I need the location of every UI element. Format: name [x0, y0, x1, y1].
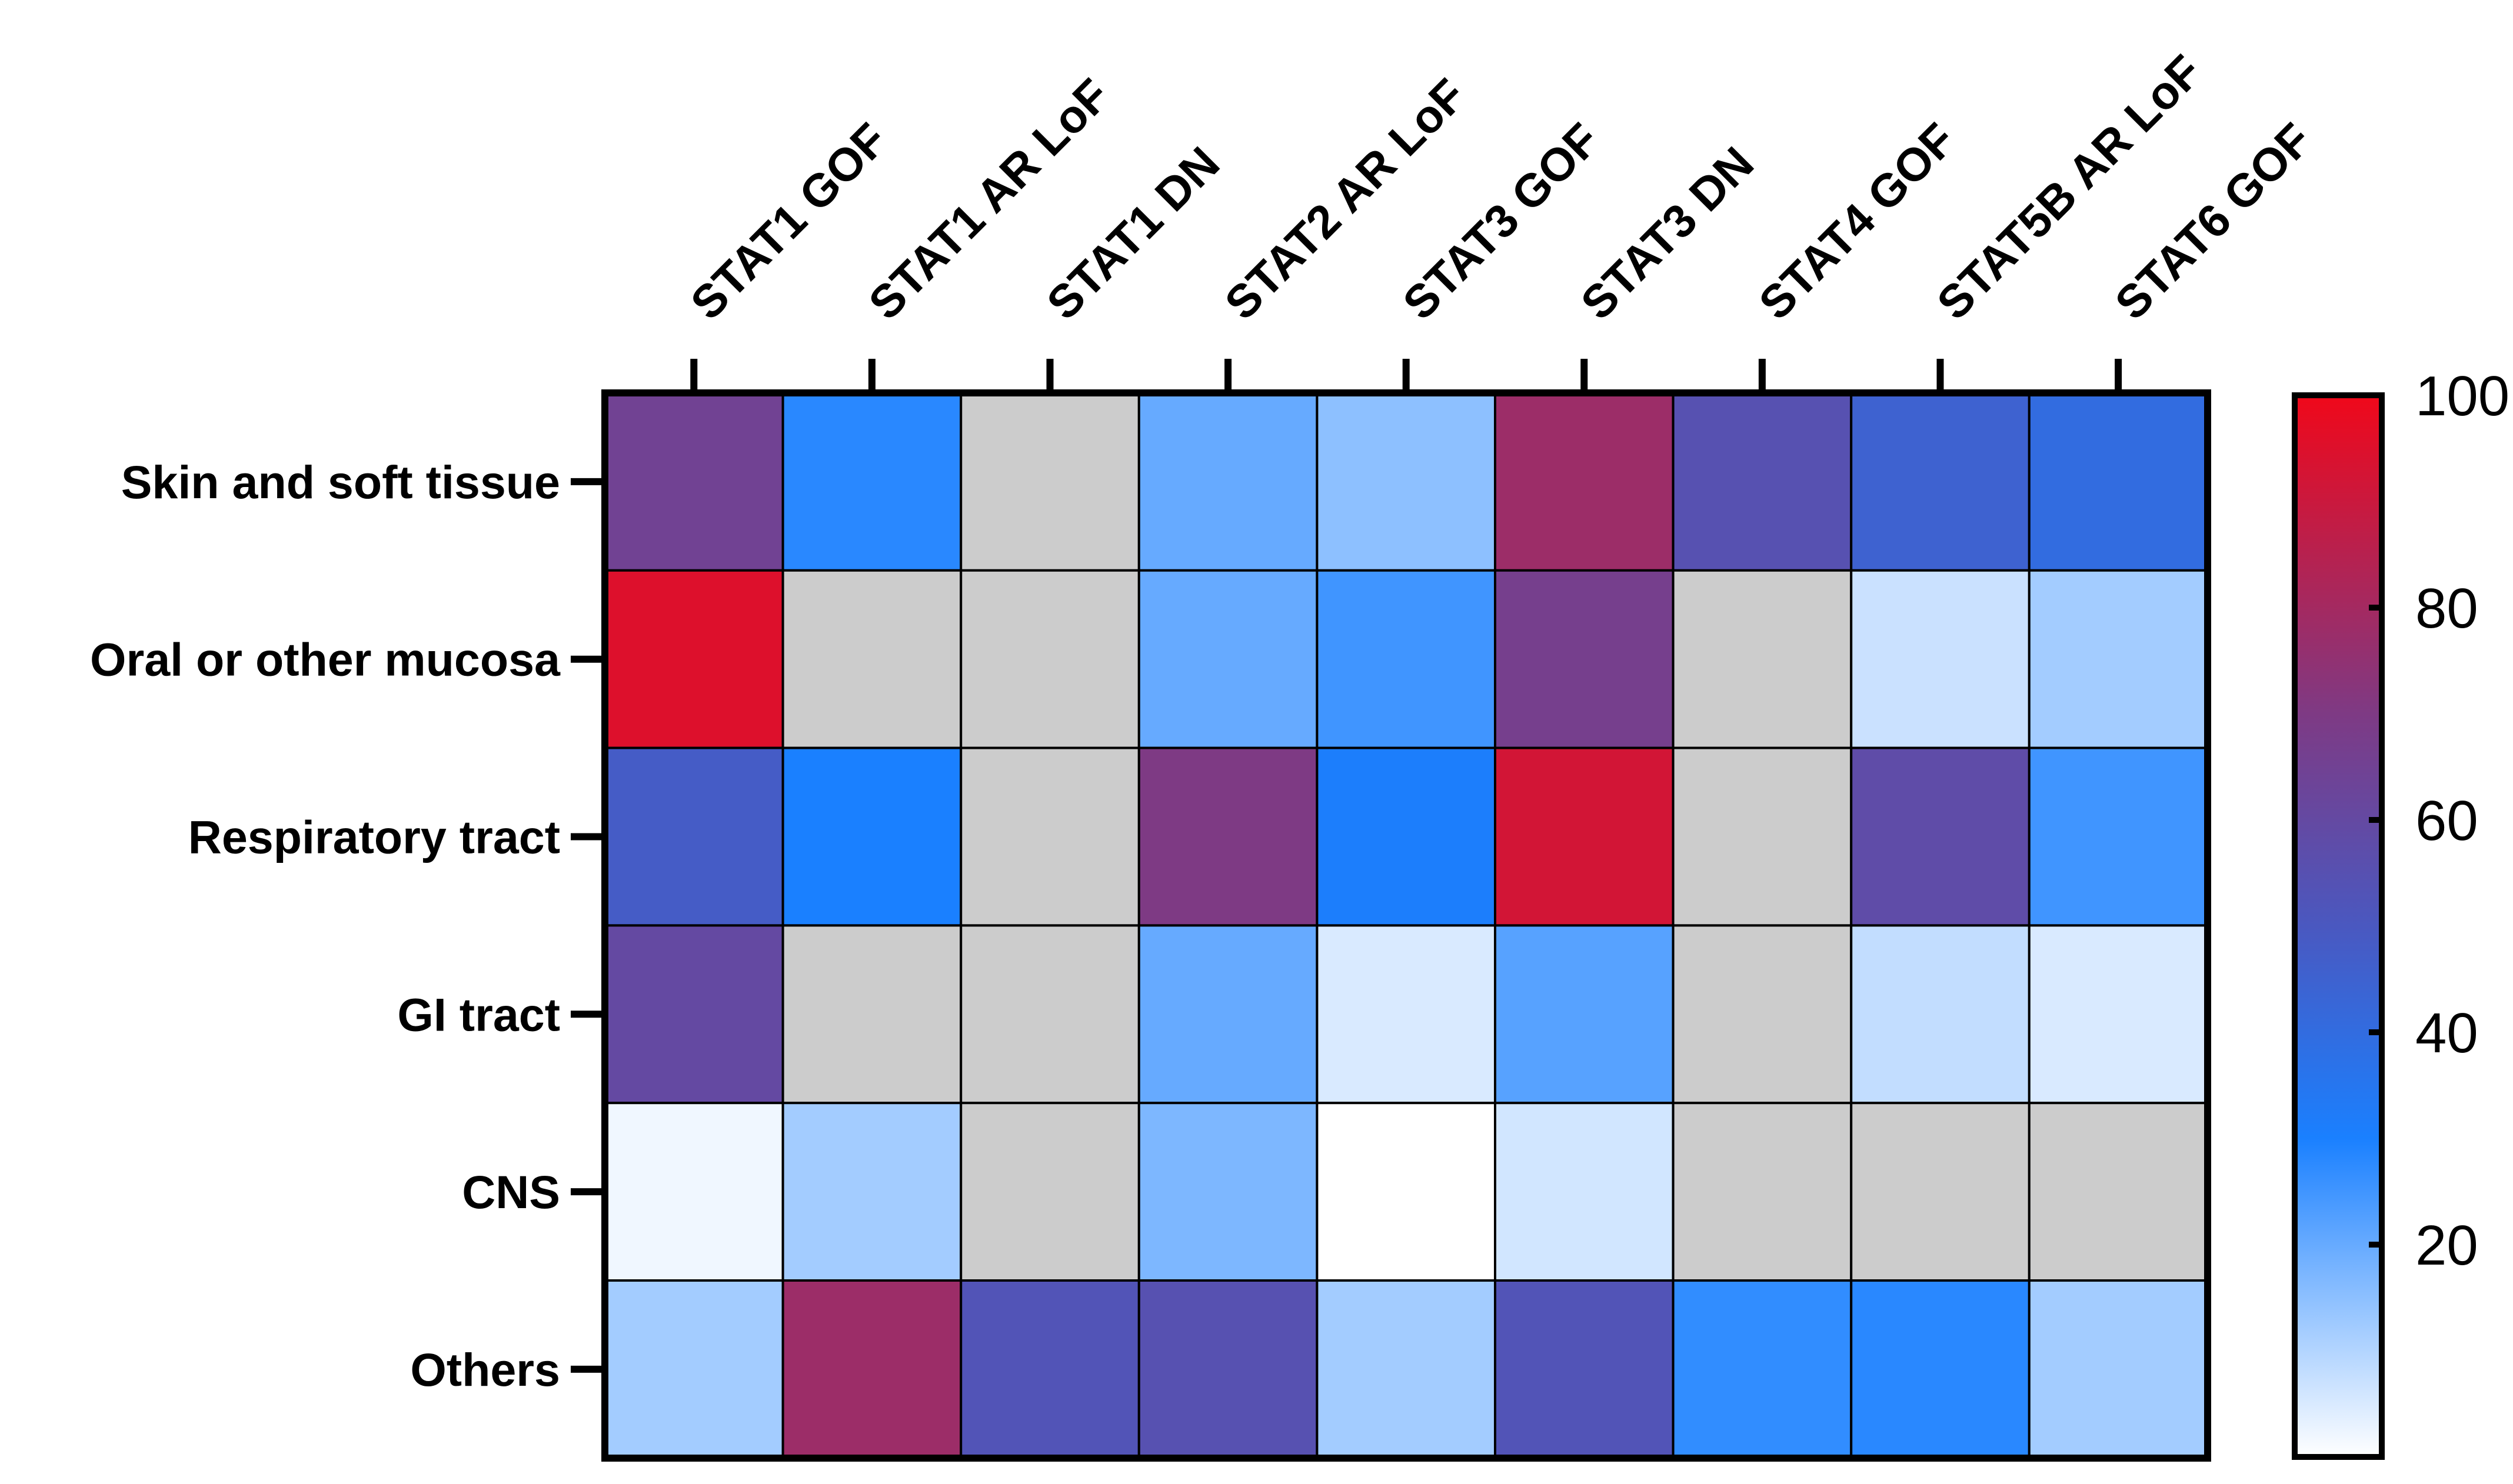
row-label: CNS — [462, 1166, 560, 1218]
heatmap-cell — [2028, 392, 2209, 572]
colorbar-tick-label: 20 — [2415, 1214, 2478, 1277]
heatmap-cell — [1494, 746, 1675, 927]
heatmap-cell — [1850, 1102, 2031, 1282]
row-labels: Skin and soft tissue Oral or other mucosa… — [90, 456, 561, 1396]
heatmap-cell — [604, 392, 784, 572]
heatmap-cell — [1494, 569, 1675, 749]
heatmap-cell — [1137, 392, 1319, 572]
colorbar-tick-label: 80 — [2415, 577, 2478, 640]
row-label: Respiratory tract — [188, 811, 560, 863]
heatmap-cell — [1850, 924, 2031, 1105]
heatmap-cell — [960, 924, 1140, 1105]
heatmap-cell — [604, 1102, 784, 1282]
heatmap-cell — [960, 569, 1140, 749]
heatmap-cell — [1672, 569, 1853, 749]
heatmap-cell — [1137, 924, 1319, 1105]
heatmap-cell — [1137, 569, 1319, 749]
heatmap-cell — [2028, 924, 2209, 1105]
heatmap-cell — [1672, 1102, 1853, 1282]
heatmap-cell — [1316, 1102, 1496, 1282]
row-label: GI tract — [397, 988, 560, 1041]
heatmap-cell — [1316, 924, 1496, 1105]
heatmap-cell — [2028, 569, 2209, 749]
heatmap-cell — [960, 746, 1140, 927]
heatmap-cell — [604, 746, 784, 927]
heatmap-cell — [1494, 392, 1675, 572]
heatmap-cell — [2028, 746, 2209, 927]
heatmap-cell — [1137, 746, 1319, 927]
heatmap-cell — [604, 924, 784, 1105]
axis-ticks — [571, 359, 2122, 1373]
heatmap-cell — [1850, 392, 2031, 572]
heatmap-cell — [1672, 1279, 1853, 1459]
heatmap-cell — [1672, 924, 1853, 1105]
heatmap-cell — [960, 392, 1140, 572]
colorbar-tick-label: 60 — [2415, 789, 2478, 852]
heatmap-cell — [604, 1279, 784, 1459]
heatmap-cell — [1850, 569, 2031, 749]
heatmap-cell — [1494, 924, 1675, 1105]
heatmap-cell — [1672, 746, 1853, 927]
heatmap-cell — [960, 1102, 1140, 1282]
column-label: STAT3 DN — [1570, 136, 1763, 329]
heatmap-cell — [781, 1279, 963, 1459]
heatmap-cell — [781, 569, 963, 749]
heatmap-cell — [1137, 1102, 1319, 1282]
heatmap-cell — [1494, 1279, 1675, 1459]
column-label: STAT1 DN — [1037, 136, 1230, 329]
heatmap-cell — [1850, 1279, 2031, 1459]
heatmap-cell — [1137, 1279, 1319, 1459]
heatmap-cell — [1316, 1279, 1496, 1459]
row-label: Oral or other mucosa — [90, 633, 561, 686]
heatmap-cell — [781, 392, 963, 572]
heatmap-cells — [604, 392, 2209, 1459]
heatmap-frame — [601, 389, 2211, 1462]
heatmap-cell — [1316, 392, 1496, 572]
colorbar-gradient — [2292, 392, 2385, 1460]
colorbar-tick-label: 100 — [2415, 365, 2509, 428]
colorbar: 20 40 60 80 100 — [2292, 365, 2509, 1460]
colorbar-tick-label: 40 — [2415, 1002, 2478, 1065]
heatmap-cell — [1316, 569, 1496, 749]
heatmap-cell — [781, 1102, 963, 1282]
heatmap-cell — [781, 924, 963, 1105]
row-label: Others — [410, 1343, 560, 1396]
heatmap-cell — [781, 746, 963, 927]
heatmap-cell — [2028, 1102, 2209, 1282]
heatmap-cell — [960, 1279, 1140, 1459]
heatmap-cell — [1850, 746, 2031, 927]
heatmap-cell — [604, 569, 784, 749]
row-label: Skin and soft tissue — [121, 456, 560, 508]
heatmap-cell — [1316, 746, 1496, 927]
heatmap-cell — [2028, 1279, 2209, 1459]
heatmap-cell — [1672, 392, 1853, 572]
heatmap-cell — [1494, 1102, 1675, 1282]
